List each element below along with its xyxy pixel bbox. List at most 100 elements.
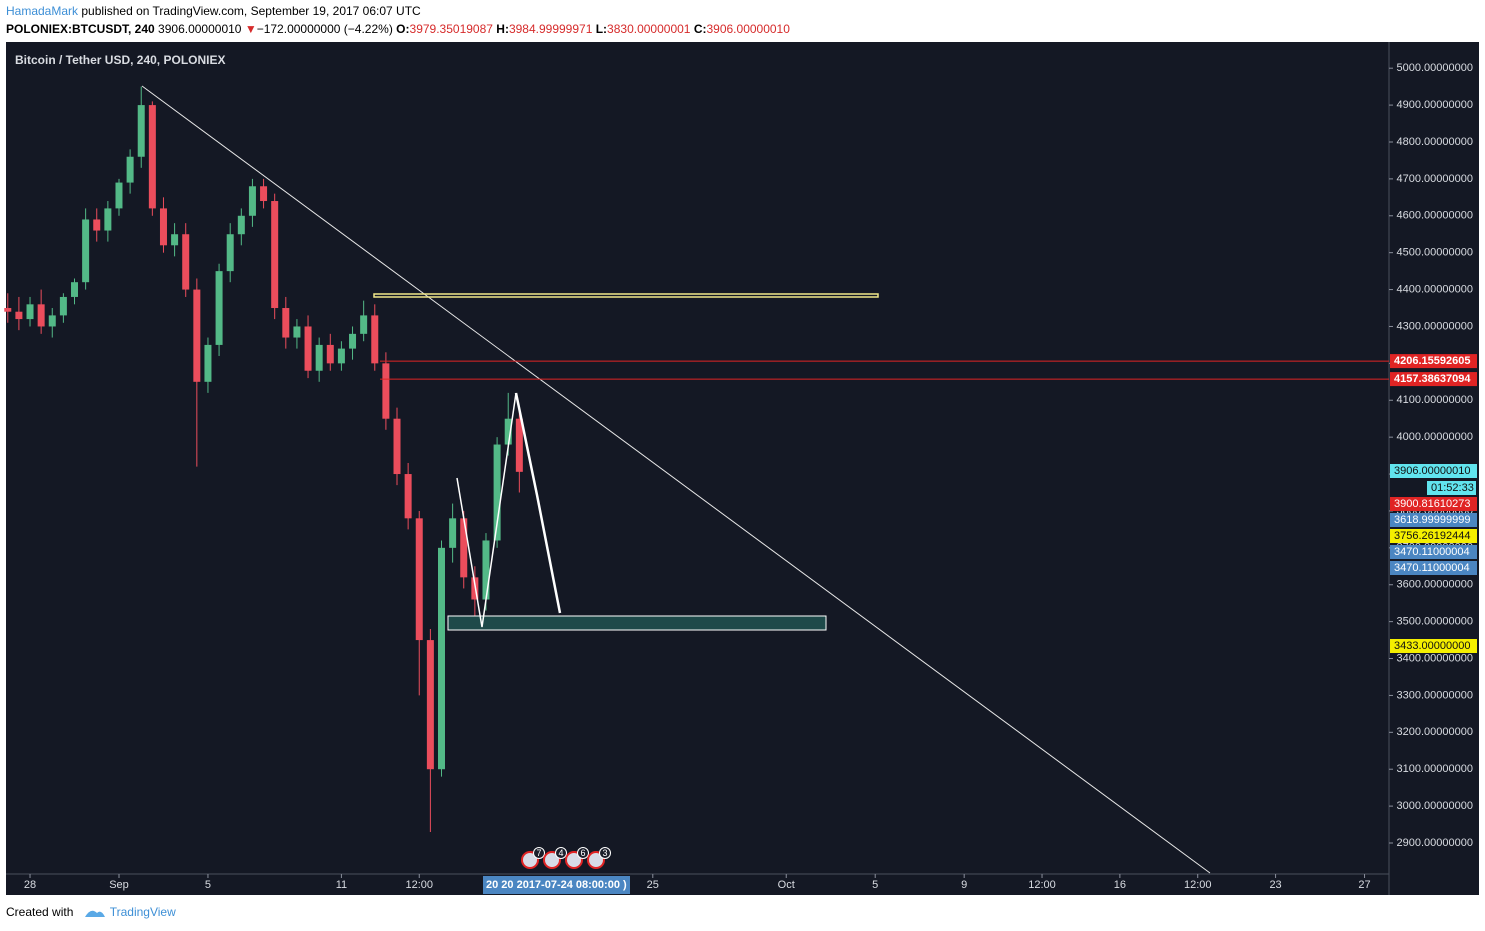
c: 3906.00000010 — [706, 22, 790, 36]
event-badge — [533, 847, 545, 859]
level-box — [1390, 354, 1477, 369]
y-tick-label: 3600.00000000 — [1397, 579, 1473, 591]
price-label: 3433.00000000 — [1394, 640, 1470, 652]
y-tick-label: 5000.00000000 — [1397, 62, 1473, 74]
candle-body — [304, 326, 312, 371]
event-icon — [521, 851, 539, 869]
candle-body — [493, 444, 501, 541]
y-tick-label: 4800.00000000 — [1397, 136, 1473, 148]
candle-body — [204, 344, 212, 382]
x-tick-label: 23 — [1269, 879, 1281, 891]
last: 3906.00000010 — [158, 22, 242, 36]
price-label-box — [1390, 497, 1477, 511]
x-tick-label: 28 — [24, 879, 36, 891]
candle-body — [148, 105, 156, 209]
author[interactable]: HamadaMark — [6, 4, 79, 18]
candle-body — [48, 315, 56, 327]
y-tick-label: 4400.00000000 — [1397, 283, 1473, 295]
created: Created with — [6, 905, 74, 919]
candle-body — [171, 234, 179, 246]
candle-body — [460, 518, 468, 578]
candle-body — [360, 315, 368, 334]
y-tick-label: 3800.00000000 — [1397, 505, 1473, 517]
candle-body — [404, 474, 412, 519]
event-icon — [587, 851, 605, 869]
price-label-box — [1390, 513, 1477, 527]
candle-body — [382, 363, 390, 419]
candle-body — [471, 577, 479, 600]
logo — [84, 910, 105, 917]
candle-body — [93, 219, 101, 231]
y-tick-label: 3200.00000000 — [1397, 726, 1473, 738]
y-tick-label: 3500.00000000 — [1397, 616, 1473, 628]
y-tick-label: 4100.00000000 — [1397, 394, 1473, 406]
candle-body — [104, 208, 112, 231]
candle-body — [4, 308, 12, 312]
h-label: H: — [496, 22, 509, 36]
candle-body — [337, 348, 345, 364]
x-tick-label: Sep — [109, 879, 129, 891]
pattern-line — [456, 392, 517, 628]
candle-body — [237, 215, 245, 235]
price-label: 3900.81610273 — [1394, 498, 1470, 510]
price-label-box — [1427, 481, 1476, 495]
x-tick-label: 12:00 — [1184, 879, 1212, 891]
candle-body — [193, 289, 201, 382]
candle-body — [426, 640, 434, 770]
y-tick-label: 4300.00000000 — [1397, 320, 1473, 332]
l-label: L: — [595, 22, 608, 36]
event-count: 4 — [558, 848, 563, 858]
candle-body — [15, 311, 23, 320]
y-tick-label: 3700.00000000 — [1397, 542, 1473, 554]
candle-body — [293, 326, 301, 338]
candle-body — [137, 105, 145, 157]
x-tick-label: 12:00 — [405, 879, 433, 891]
event-count: 7 — [536, 848, 541, 858]
ohlc-line: POLONIEX:BTCUSDT, 240 3906.00000010 ▼−17… — [6, 22, 790, 36]
x-tick-label: 25 — [647, 879, 659, 891]
projection-line — [514, 392, 562, 614]
y-tick-label: 4900.00000000 — [1397, 99, 1473, 111]
price-label: 3618.99999999 — [1394, 514, 1470, 526]
candle-body — [26, 304, 34, 320]
footer: Created with TradingView — [6, 905, 176, 919]
candle-body — [126, 156, 134, 183]
candle-body — [248, 186, 256, 216]
price-label: 3756.26192444 — [1394, 530, 1470, 542]
support-box — [447, 615, 827, 631]
price-label-box — [1390, 545, 1477, 559]
cursor-label: 20 20 2017-07-24 08:00:00 ) — [486, 879, 627, 891]
candle-body — [315, 344, 323, 371]
y-tick-label: 4200.00000000 — [1397, 357, 1473, 369]
event-count: 3 — [602, 848, 607, 858]
candle-body — [371, 315, 379, 364]
x-tick-label: 27 — [1358, 879, 1370, 891]
candle-body — [515, 418, 523, 472]
candle-body — [59, 296, 67, 316]
candle-body — [482, 540, 490, 600]
candle-body — [449, 518, 457, 548]
change: −172.00000000 (−4.22%) — [256, 22, 393, 36]
x-tick-label: 16 — [1114, 879, 1126, 891]
marks — [4, 86, 523, 832]
event-badge — [577, 847, 589, 859]
candle-body — [415, 518, 423, 641]
y-tick-label: 2900.00000000 — [1397, 837, 1473, 849]
candle-body — [71, 282, 79, 297]
y-tick-label: 4000.00000000 — [1397, 431, 1473, 443]
publish-line: HamadaMark published on TradingView.com,… — [6, 4, 421, 18]
event-icon — [565, 851, 583, 869]
candle-body — [260, 186, 268, 202]
trendline — [141, 85, 1211, 874]
price-label: 3470.11000004 — [1394, 562, 1470, 574]
x-tick-label: 12:00 — [1028, 879, 1056, 891]
cursor-box — [483, 876, 630, 894]
published: published on TradingView.com, September … — [81, 4, 421, 18]
price-label: 01:52:33 — [1431, 482, 1474, 494]
level-box — [1390, 372, 1477, 387]
brand[interactable]: TradingView — [109, 905, 176, 919]
y-tick-label: 4500.00000000 — [1397, 247, 1473, 259]
candle-body — [159, 208, 167, 246]
price-label-box — [1390, 561, 1477, 575]
